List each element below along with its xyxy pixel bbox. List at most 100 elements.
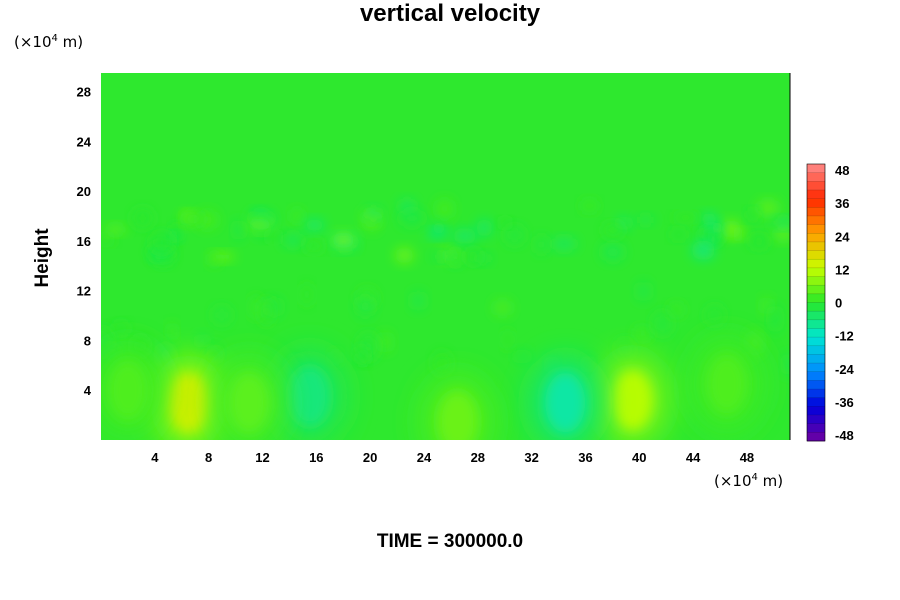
texture-cell bbox=[213, 306, 231, 324]
colorbar-segment bbox=[807, 285, 825, 295]
texture-cell bbox=[282, 233, 305, 248]
field-blob-core bbox=[612, 370, 653, 431]
x-tick-label: 16 bbox=[309, 450, 323, 465]
colorbar-segment bbox=[807, 259, 825, 269]
texture-cell bbox=[493, 299, 512, 316]
texture-cell bbox=[503, 330, 513, 350]
x-tick-label: 8 bbox=[205, 450, 212, 465]
colorbar: 48 36 24 12 0 -12 -24 -36 -48 bbox=[806, 163, 855, 443]
colorbar-segment bbox=[807, 397, 825, 407]
texture-cell bbox=[653, 311, 672, 336]
texture-cell bbox=[691, 240, 716, 261]
colorbar-segment bbox=[807, 233, 825, 243]
texture-cell bbox=[601, 243, 625, 262]
colorbar-segment bbox=[807, 241, 825, 251]
texture-cell bbox=[399, 209, 425, 227]
texture-cell bbox=[301, 283, 312, 306]
texture-cell bbox=[167, 322, 177, 341]
x-tick-label: 36 bbox=[578, 450, 592, 465]
colorbar-segment bbox=[807, 276, 825, 286]
colorbar-segment bbox=[807, 345, 825, 355]
texture-cell bbox=[505, 225, 524, 245]
colorbar-segment bbox=[807, 406, 825, 416]
colorbar-segment bbox=[807, 371, 825, 381]
colorbar-segment bbox=[807, 198, 825, 208]
field-blob-core bbox=[706, 354, 747, 415]
texture-cell bbox=[246, 218, 272, 231]
colorbar-segment bbox=[807, 164, 825, 173]
y-tick-label: 8 bbox=[84, 333, 91, 348]
colorbar-segment bbox=[807, 380, 825, 390]
texture-cell bbox=[773, 227, 790, 241]
y-tick-label: 4 bbox=[84, 383, 92, 398]
y-tick-label: 20 bbox=[77, 184, 91, 199]
field-blob-core bbox=[229, 372, 270, 433]
texture-cell bbox=[436, 199, 454, 219]
colorbar-segment bbox=[807, 328, 825, 338]
texture-cell bbox=[706, 305, 724, 325]
texture-cell bbox=[452, 228, 478, 244]
texture-cell bbox=[448, 249, 462, 266]
texture-cell bbox=[747, 209, 759, 220]
x-tick-label: 20 bbox=[363, 450, 377, 465]
texture-cell bbox=[101, 327, 112, 356]
texture-cell bbox=[113, 322, 129, 335]
texture-cell bbox=[581, 199, 598, 212]
colorbar-segment bbox=[807, 311, 825, 321]
texture-cell bbox=[757, 199, 780, 216]
texture-cell bbox=[729, 229, 747, 239]
texture-cell bbox=[433, 351, 451, 375]
texture-cell bbox=[411, 291, 426, 311]
field-blob-core bbox=[437, 391, 478, 440]
field-blob-core bbox=[289, 366, 330, 427]
texture-cell bbox=[710, 220, 724, 235]
colorbar-segment bbox=[807, 423, 825, 433]
x-tick-label: 12 bbox=[255, 450, 269, 465]
texture-cell bbox=[196, 333, 209, 348]
texture-cell bbox=[535, 235, 548, 254]
colorbar-tick-label: -48 bbox=[835, 428, 854, 443]
texture-cell bbox=[668, 303, 685, 316]
texture-cell bbox=[356, 346, 368, 363]
texture-cell bbox=[208, 253, 221, 266]
colorbar-segment bbox=[807, 415, 825, 424]
x-tick-label: 28 bbox=[471, 450, 485, 465]
colorbar-segment bbox=[807, 389, 825, 399]
colorbar-segment bbox=[807, 181, 825, 191]
x-axis-ticks: 4 8 12 16 20 24 28 32 36 40 44 48 bbox=[151, 450, 754, 465]
texture-cell bbox=[365, 206, 382, 220]
colorbar-tick-label: 12 bbox=[835, 262, 849, 277]
colorbar-segment bbox=[807, 207, 825, 217]
y-axis-ticks: 4 8 12 16 20 24 28 bbox=[77, 85, 92, 399]
x-tick-label: 40 bbox=[632, 450, 646, 465]
texture-cell bbox=[773, 217, 790, 228]
x-tick-label: 44 bbox=[686, 450, 701, 465]
texture-cell bbox=[634, 326, 652, 341]
texture-cell bbox=[151, 232, 173, 253]
texture-cell bbox=[331, 232, 355, 248]
colorbar-segment bbox=[807, 172, 825, 182]
colorbar-segment bbox=[807, 337, 825, 347]
y-tick-label: 24 bbox=[77, 134, 92, 149]
colorbar-frame bbox=[806, 163, 826, 442]
texture-cell bbox=[603, 223, 623, 237]
texture-cell bbox=[291, 208, 303, 223]
x-axis-unit: (×104 m) bbox=[714, 472, 784, 490]
texture-cell bbox=[467, 249, 480, 264]
x-tick-label: 32 bbox=[524, 450, 538, 465]
texture-cell bbox=[233, 220, 245, 240]
field-blob-core bbox=[545, 372, 586, 433]
x-tick-label: 24 bbox=[417, 450, 432, 465]
texture-cell bbox=[515, 349, 529, 364]
colorbar-segment bbox=[807, 189, 825, 199]
colorbar-tick-label: 36 bbox=[835, 196, 849, 211]
colorbar-segment bbox=[807, 267, 825, 277]
texture-cell bbox=[304, 240, 324, 252]
colorbar-segment bbox=[807, 432, 825, 442]
colorbar-tick-label: 24 bbox=[835, 229, 850, 244]
colorbar-tick-label: -36 bbox=[835, 395, 854, 410]
texture-cell bbox=[783, 353, 790, 375]
y-tick-label: 16 bbox=[77, 234, 91, 249]
texture-cell bbox=[101, 234, 115, 245]
